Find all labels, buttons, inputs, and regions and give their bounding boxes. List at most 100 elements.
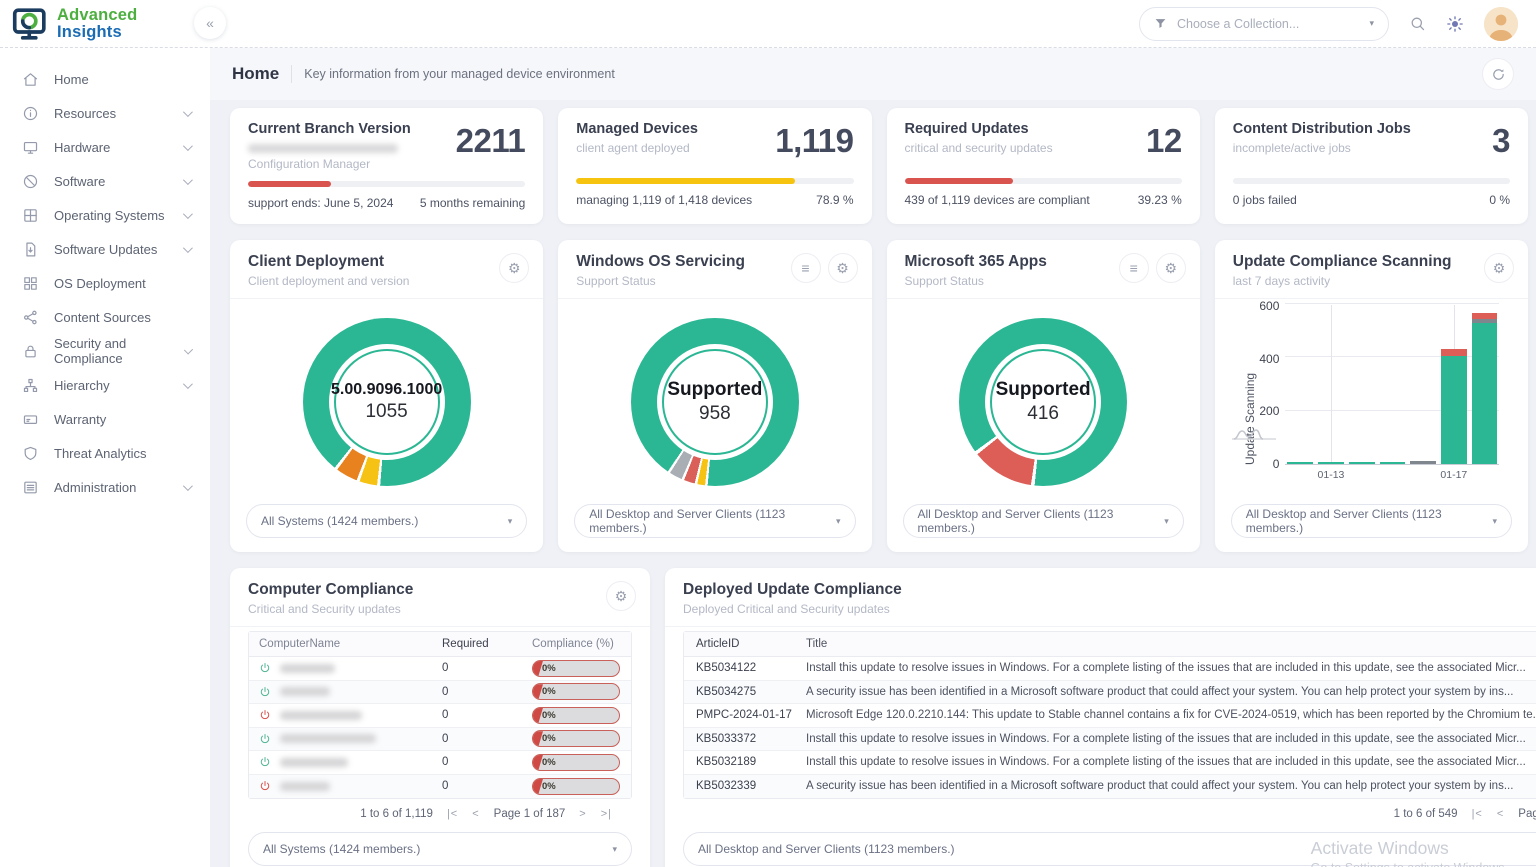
redacted-computer-name xyxy=(280,734,376,744)
donut-center-label: 5.00.9096.1000 xyxy=(331,380,443,398)
update-title: Microsoft Edge 120.0.2210.144: This upda… xyxy=(806,709,1536,722)
sidebar-item-software[interactable]: Software xyxy=(0,164,210,198)
sidebar-item-administration[interactable]: Administration xyxy=(0,470,210,504)
table-row[interactable]: KB5032339 A security issue has been iden… xyxy=(684,774,1536,798)
sidebar-item-content-sources[interactable]: Content Sources xyxy=(0,300,210,334)
hardware-icon xyxy=(22,139,39,156)
theme-toggle-button[interactable] xyxy=(1446,15,1464,33)
chevron-down-icon xyxy=(182,106,193,117)
prev-page-button[interactable]: < xyxy=(472,808,480,820)
first-page-button[interactable]: |< xyxy=(1471,808,1483,820)
gear-icon: ⚙ xyxy=(614,587,628,604)
table-row[interactable]: KB5033372 Install this update to resolve… xyxy=(684,727,1536,751)
search-button[interactable] xyxy=(1409,15,1426,32)
sidebar-item-security-and-compliance[interactable]: Security and Compliance xyxy=(0,334,210,368)
table-row[interactable]: 0 0% xyxy=(249,657,631,681)
bar-01-13[interactable]: 01-13 xyxy=(1318,305,1344,481)
table-row[interactable]: 0 0% xyxy=(249,704,631,728)
collection-scope-dropdown[interactable]: All Desktop and Server Clients (1123 mem… xyxy=(574,504,856,538)
refresh-button[interactable] xyxy=(1482,58,1514,90)
m365-donut[interactable]: Supported 416 xyxy=(959,317,1128,486)
info-icon xyxy=(22,105,39,122)
bar-01-12[interactable] xyxy=(1287,305,1314,464)
sidebar-item-label: Threat Analytics xyxy=(54,445,147,461)
donut-inner-ring xyxy=(661,348,768,455)
article-id: KB5034122 xyxy=(696,662,757,675)
sidebar-item-warranty[interactable]: Warranty xyxy=(0,402,210,436)
table-row[interactable]: 0 0% xyxy=(249,751,631,775)
windows-os-donut[interactable]: Supported 958 xyxy=(630,317,799,486)
collection-placeholder: Choose a Collection... xyxy=(1177,16,1300,31)
settings-button[interactable]: ⚙ xyxy=(1155,253,1186,283)
sidebar-item-os-deployment[interactable]: OS Deployment xyxy=(0,266,210,300)
collection-scope-dropdown[interactable]: All Systems (1424 members.) ▾ xyxy=(248,832,632,866)
sidebar-item-threat-analytics[interactable]: Threat Analytics xyxy=(0,436,210,470)
computer-compliance-table: ComputerName Required Compliance (%) 0 0… xyxy=(248,631,632,799)
column-header[interactable]: Compliance (%) xyxy=(532,638,614,650)
bar-01-14[interactable] xyxy=(1348,305,1375,464)
user-avatar[interactable] xyxy=(1484,6,1518,41)
next-page-button[interactable]: > xyxy=(579,808,587,820)
bar-01-18[interactable] xyxy=(1471,305,1498,464)
column-header[interactable]: ComputerName xyxy=(259,638,341,650)
bar-01-15[interactable] xyxy=(1379,305,1406,464)
table-row[interactable]: KB5034275 A security issue has been iden… xyxy=(684,680,1536,704)
redacted-computer-name xyxy=(280,687,330,697)
sidebar-item-software-updates[interactable]: Software Updates xyxy=(0,232,210,266)
progress-fill xyxy=(576,178,795,185)
chevron-down-icon xyxy=(182,480,193,491)
bar-01-17[interactable]: 01-17 xyxy=(1440,305,1467,481)
table-row[interactable]: KB5032189 Install this update to resolve… xyxy=(684,751,1536,775)
legend-button[interactable]: ≡ xyxy=(1118,253,1149,283)
power-icon xyxy=(259,780,271,792)
power-icon xyxy=(259,733,271,745)
hierarchy-icon xyxy=(22,377,39,394)
collection-scope-dropdown[interactable]: All Desktop and Server Clients (1123 mem… xyxy=(902,504,1184,538)
table-row[interactable]: PMPC-2024-01-17 Microsoft Edge 120.0.221… xyxy=(684,704,1536,728)
gear-icon: ⚙ xyxy=(836,259,849,276)
pagination-range: 1 to 6 of 549 xyxy=(1393,808,1458,820)
card-subtitle: Client deployment and version xyxy=(248,274,410,288)
chart-navigator-icon[interactable] xyxy=(1231,424,1277,442)
settings-button[interactable]: ⚙ xyxy=(606,581,636,611)
table-row[interactable]: 0 0% xyxy=(249,680,631,704)
sidebar-item-hierarchy[interactable]: Hierarchy xyxy=(0,368,210,402)
client-deployment-card: Client Deployment Client deployment and … xyxy=(230,240,544,552)
sidebar-item-operating-systems[interactable]: Operating Systems xyxy=(0,198,210,232)
chevron-down-icon xyxy=(182,208,193,219)
last-page-button[interactable]: >| xyxy=(600,808,612,820)
column-header[interactable]: Required xyxy=(442,638,489,650)
update-title: Install this update to resolve issues in… xyxy=(806,662,1526,675)
sidebar-item-resources[interactable]: Resources xyxy=(0,96,210,130)
table-row[interactable]: 0 0% xyxy=(249,774,631,798)
legend-button[interactable]: ≡ xyxy=(790,253,821,283)
sidebar-item-home[interactable]: Home xyxy=(0,62,210,96)
tables-row: Computer Compliance Critical and Securit… xyxy=(230,568,1536,867)
donut-center-value: 958 xyxy=(699,402,731,424)
kpi-row: Current Branch Version Configuration Man… xyxy=(230,108,1528,224)
sidebar-item-hardware[interactable]: Hardware xyxy=(0,130,210,164)
column-header[interactable]: Title xyxy=(806,638,828,650)
first-page-button[interactable]: |< xyxy=(446,808,459,820)
collection-dropdown[interactable]: Choose a Collection... ▾ xyxy=(1139,6,1389,41)
settings-button[interactable]: ⚙ xyxy=(827,253,858,283)
chevron-down-icon xyxy=(183,344,193,355)
bar-01-16[interactable] xyxy=(1410,305,1436,464)
update-scanning-bar-chart[interactable]: Update Scanning 600 400 200 0 01-13 01-17 xyxy=(1243,299,1500,481)
card-title: Deployed Update Compliance xyxy=(683,581,902,598)
settings-button[interactable]: ⚙ xyxy=(499,253,530,283)
prev-page-button[interactable]: < xyxy=(1496,808,1505,820)
sidebar-collapse-button[interactable]: « xyxy=(194,7,226,39)
collection-scope-dropdown[interactable]: All Systems (1424 members.) ▾ xyxy=(246,504,528,538)
collection-scope-dropdown[interactable]: All Desktop and Server Clients (1123 mem… xyxy=(683,832,1536,866)
divider xyxy=(291,65,293,83)
table-row[interactable]: KB5034122 Install this update to resolve… xyxy=(684,657,1536,681)
compliance-pill: 0% xyxy=(532,730,620,748)
collection-scope-dropdown[interactable]: All Desktop and Server Clients (1123 mem… xyxy=(1230,504,1512,538)
deployed-update-compliance-card: Deployed Update Compliance Deployed Crit… xyxy=(665,568,1536,867)
column-header[interactable]: ArticleID xyxy=(696,638,740,650)
client-deployment-donut[interactable]: 5.00.9096.1000 1055 xyxy=(302,317,471,486)
table-row[interactable]: 0 0% xyxy=(249,727,631,751)
settings-button[interactable]: ⚙ xyxy=(1484,253,1514,283)
chevron-down-icon: ▾ xyxy=(1164,515,1169,526)
